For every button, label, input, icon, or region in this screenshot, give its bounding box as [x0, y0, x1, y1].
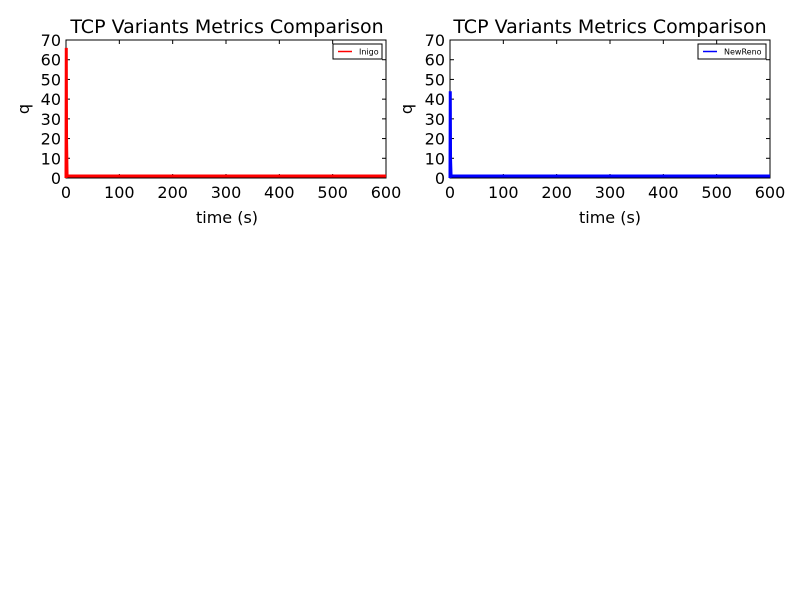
x-axis-label: time (s) [196, 208, 258, 227]
y-tick-label: 40 [41, 90, 61, 109]
legend: NewReno [697, 43, 767, 60]
y-tick-label: 10 [425, 149, 445, 168]
x-tick-label: 400 [264, 183, 295, 202]
x-tick-label: 0 [445, 183, 455, 202]
x-tick-label: 400 [648, 183, 679, 202]
y-tick-label: 0 [435, 169, 445, 188]
legend-label: NewReno [724, 48, 762, 57]
x-tick-label: 200 [541, 183, 572, 202]
y-tick-label: 50 [425, 70, 445, 89]
series-group [448, 91, 770, 179]
x-tick-label: 300 [595, 183, 626, 202]
y-tick-label: 50 [41, 70, 61, 89]
x-tick-label: 600 [755, 183, 786, 202]
y-tick-label: 60 [41, 51, 61, 70]
y-tick-label: 70 [425, 31, 445, 50]
y-tick-label: 20 [425, 130, 445, 149]
y-tick-label: 0 [51, 169, 61, 188]
chart-panel-right: TCP Variants Metrics Comparison 0 100 200 3… [397, 16, 785, 227]
chart-panel-left: TCP Variants Metrics Comparison 0 100 200 3… [14, 16, 401, 227]
series-line-newreno [448, 91, 770, 179]
legend-box [697, 43, 767, 60]
y-tick-label: 30 [41, 110, 61, 129]
chart-title: TCP Variants Metrics Comparison [452, 16, 766, 38]
x-tick-label: 300 [211, 183, 242, 202]
x-axis-label: time (s) [579, 208, 641, 227]
x-tick-label: 0 [61, 183, 71, 202]
x-ticks: 0 100 200 300 400 500 600 [445, 40, 785, 202]
y-tick-label: 40 [425, 90, 445, 109]
y-axis-label: q [397, 104, 416, 114]
x-tick-label: 600 [371, 183, 402, 202]
y-tick-label: 60 [425, 51, 445, 70]
x-tick-label: 500 [701, 183, 732, 202]
chart-title: TCP Variants Metrics Comparison [69, 16, 383, 38]
y-tick-label: 30 [425, 110, 445, 129]
series-group [64, 47, 386, 179]
series-line-inigo [64, 47, 386, 179]
legend-box [332, 43, 383, 60]
x-tick-label: 100 [104, 183, 135, 202]
legend-label: Inigo [359, 48, 379, 57]
legend: Inigo [332, 43, 383, 60]
x-tick-label: 200 [157, 183, 188, 202]
x-ticks: 0 100 200 300 400 500 600 [61, 40, 401, 202]
y-axis-label: q [14, 104, 33, 114]
y-tick-label: 10 [41, 149, 61, 168]
x-tick-label: 100 [488, 183, 519, 202]
y-tick-label: 20 [41, 130, 61, 149]
y-tick-label: 70 [41, 31, 61, 50]
x-tick-label: 500 [317, 183, 348, 202]
